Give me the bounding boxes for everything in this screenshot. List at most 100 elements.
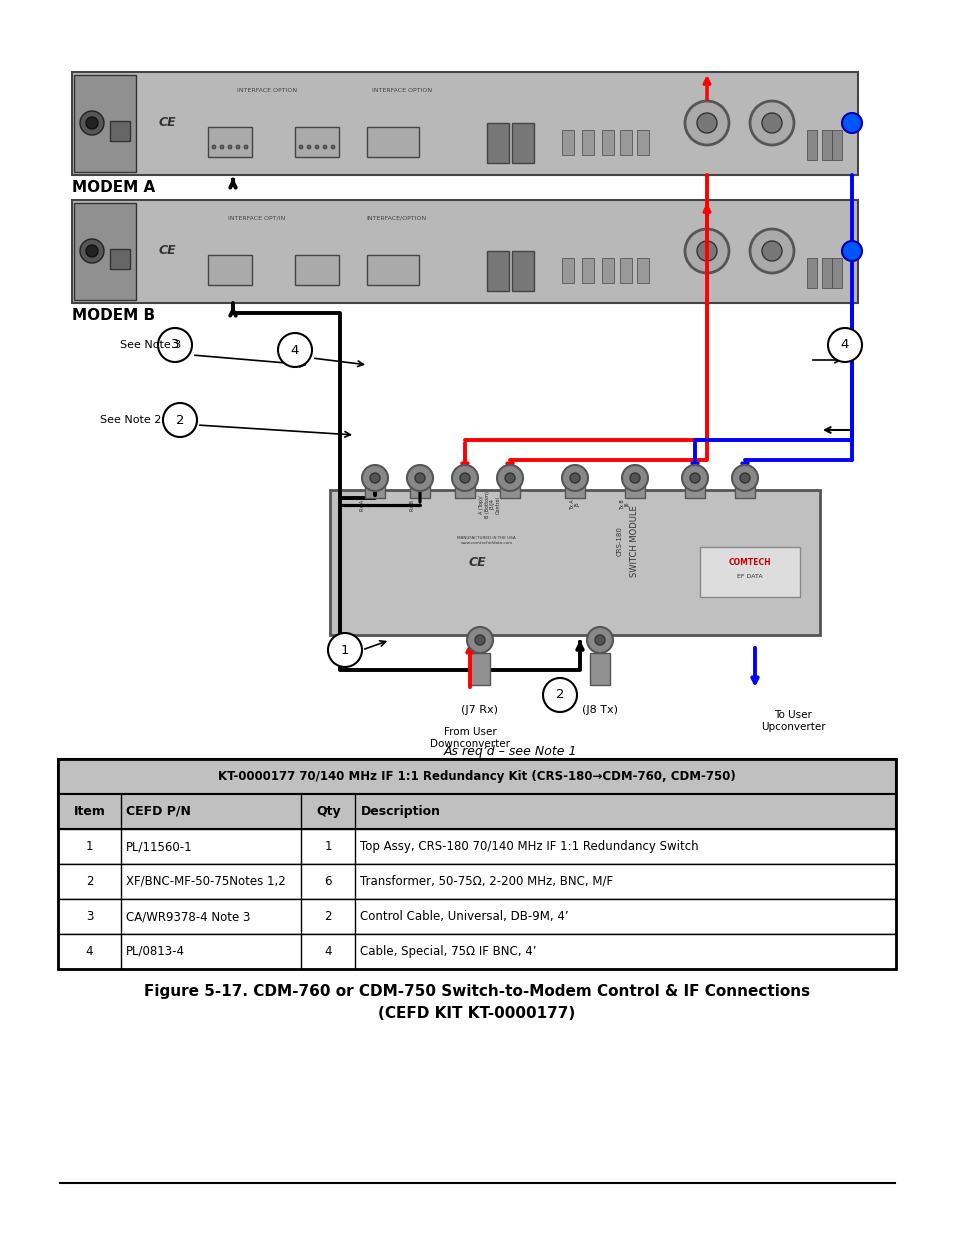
Bar — [367, 254, 418, 285]
Text: 1: 1 — [324, 840, 332, 853]
Bar — [74, 203, 136, 300]
Bar — [110, 249, 130, 269]
Text: PL/0813-4: PL/0813-4 — [126, 945, 185, 958]
Bar — [58, 829, 895, 864]
Bar — [58, 760, 895, 794]
Text: 1: 1 — [86, 840, 93, 853]
Text: MODEM B: MODEM B — [71, 308, 155, 324]
Text: Top Assy, CRS-180 70/140 MHz IF 1:1 Redundancy Switch: Top Assy, CRS-180 70/140 MHz IF 1:1 Redu… — [360, 840, 699, 853]
Circle shape — [158, 329, 192, 362]
Bar — [455, 471, 475, 498]
Circle shape — [228, 144, 232, 149]
Bar — [821, 258, 831, 288]
Bar — [330, 490, 820, 635]
Bar — [561, 130, 574, 156]
Text: COMTECH: COMTECH — [728, 558, 771, 567]
Text: 3: 3 — [86, 910, 93, 923]
Bar — [637, 258, 648, 283]
Circle shape — [497, 466, 522, 492]
Text: Item: Item — [73, 805, 105, 818]
Bar — [367, 127, 418, 157]
Circle shape — [689, 473, 700, 483]
Bar — [410, 471, 430, 498]
Bar — [499, 471, 519, 498]
Text: PL/11560-1: PL/11560-1 — [126, 840, 193, 853]
Circle shape — [314, 144, 318, 149]
Circle shape — [827, 329, 862, 362]
Text: Qty: Qty — [315, 805, 340, 818]
Circle shape — [684, 228, 728, 273]
Circle shape — [561, 466, 587, 492]
Circle shape — [595, 635, 604, 645]
Text: Control Cable, Universal, DB-9M, 4’: Control Cable, Universal, DB-9M, 4’ — [360, 910, 569, 923]
Circle shape — [361, 466, 388, 492]
Circle shape — [80, 111, 104, 135]
Circle shape — [452, 466, 477, 492]
Text: CE: CE — [158, 245, 175, 258]
Circle shape — [504, 473, 515, 483]
Text: (J7 Rx): (J7 Rx) — [461, 705, 498, 715]
Bar — [512, 251, 534, 291]
Circle shape — [328, 634, 361, 667]
Circle shape — [697, 241, 717, 261]
Circle shape — [370, 473, 379, 483]
Circle shape — [244, 144, 248, 149]
Bar — [58, 934, 895, 969]
Circle shape — [163, 403, 196, 437]
Circle shape — [86, 245, 98, 257]
Text: 4: 4 — [840, 338, 848, 352]
Bar — [700, 547, 800, 597]
Text: As req’d – see Note 1: As req’d – see Note 1 — [443, 745, 577, 758]
Text: 4: 4 — [324, 945, 332, 958]
Text: INTERFACE OPTION: INTERFACE OPTION — [236, 88, 296, 93]
Circle shape — [459, 473, 470, 483]
Circle shape — [415, 473, 424, 483]
Bar — [208, 254, 252, 285]
Bar — [58, 760, 895, 969]
Bar — [581, 130, 594, 156]
Bar — [486, 251, 509, 291]
Text: CE: CE — [468, 556, 485, 569]
Text: CE: CE — [158, 116, 175, 130]
Circle shape — [235, 144, 240, 149]
Text: Figure 5-17. CDM-760 or CDM-750 Switch-to-Modem Control & IF Connections: Figure 5-17. CDM-760 or CDM-750 Switch-t… — [144, 984, 809, 999]
Circle shape — [586, 627, 613, 653]
Text: 6: 6 — [324, 876, 332, 888]
Bar — [58, 864, 895, 899]
Text: EF DATA: EF DATA — [737, 574, 762, 579]
Text: 2: 2 — [556, 688, 563, 701]
Text: To User
Upconverter: To User Upconverter — [760, 710, 824, 731]
Bar — [512, 124, 534, 163]
Bar — [470, 653, 490, 685]
Bar — [294, 127, 338, 157]
Text: 2: 2 — [175, 414, 184, 426]
Bar — [619, 130, 631, 156]
Circle shape — [761, 112, 781, 133]
Bar — [734, 471, 754, 498]
Bar — [821, 130, 831, 161]
Text: (J8 Tx): (J8 Tx) — [581, 705, 618, 715]
Text: KT-0000177 70/140 MHz IF 1:1 Redundancy Kit (CRS-180→CDM-760, CDM-750): KT-0000177 70/140 MHz IF 1:1 Redundancy … — [218, 769, 735, 783]
Bar — [74, 75, 136, 172]
Circle shape — [407, 466, 433, 492]
Circle shape — [621, 466, 647, 492]
Text: SWITCH MODULE: SWITCH MODULE — [630, 505, 639, 577]
Bar — [624, 471, 644, 498]
Text: See Note 2: See Note 2 — [100, 415, 161, 425]
Circle shape — [86, 117, 98, 128]
Bar — [831, 258, 841, 288]
Text: XF/BNC-MF-50-75Notes 1,2: XF/BNC-MF-50-75Notes 1,2 — [126, 876, 285, 888]
Circle shape — [749, 101, 793, 144]
Bar — [806, 258, 816, 288]
Text: Tx B
J6: Tx B J6 — [618, 500, 630, 510]
Text: 4: 4 — [86, 945, 93, 958]
Bar — [589, 653, 609, 685]
Circle shape — [731, 466, 758, 492]
Bar — [831, 130, 841, 161]
Bar — [637, 130, 648, 156]
Text: 2: 2 — [324, 910, 332, 923]
Bar — [806, 130, 816, 161]
Text: Transformer, 50-75Ω, 2-200 MHz, BNC, M/F: Transformer, 50-75Ω, 2-200 MHz, BNC, M/F — [360, 876, 613, 888]
Bar — [58, 899, 895, 934]
Text: Description: Description — [360, 805, 440, 818]
